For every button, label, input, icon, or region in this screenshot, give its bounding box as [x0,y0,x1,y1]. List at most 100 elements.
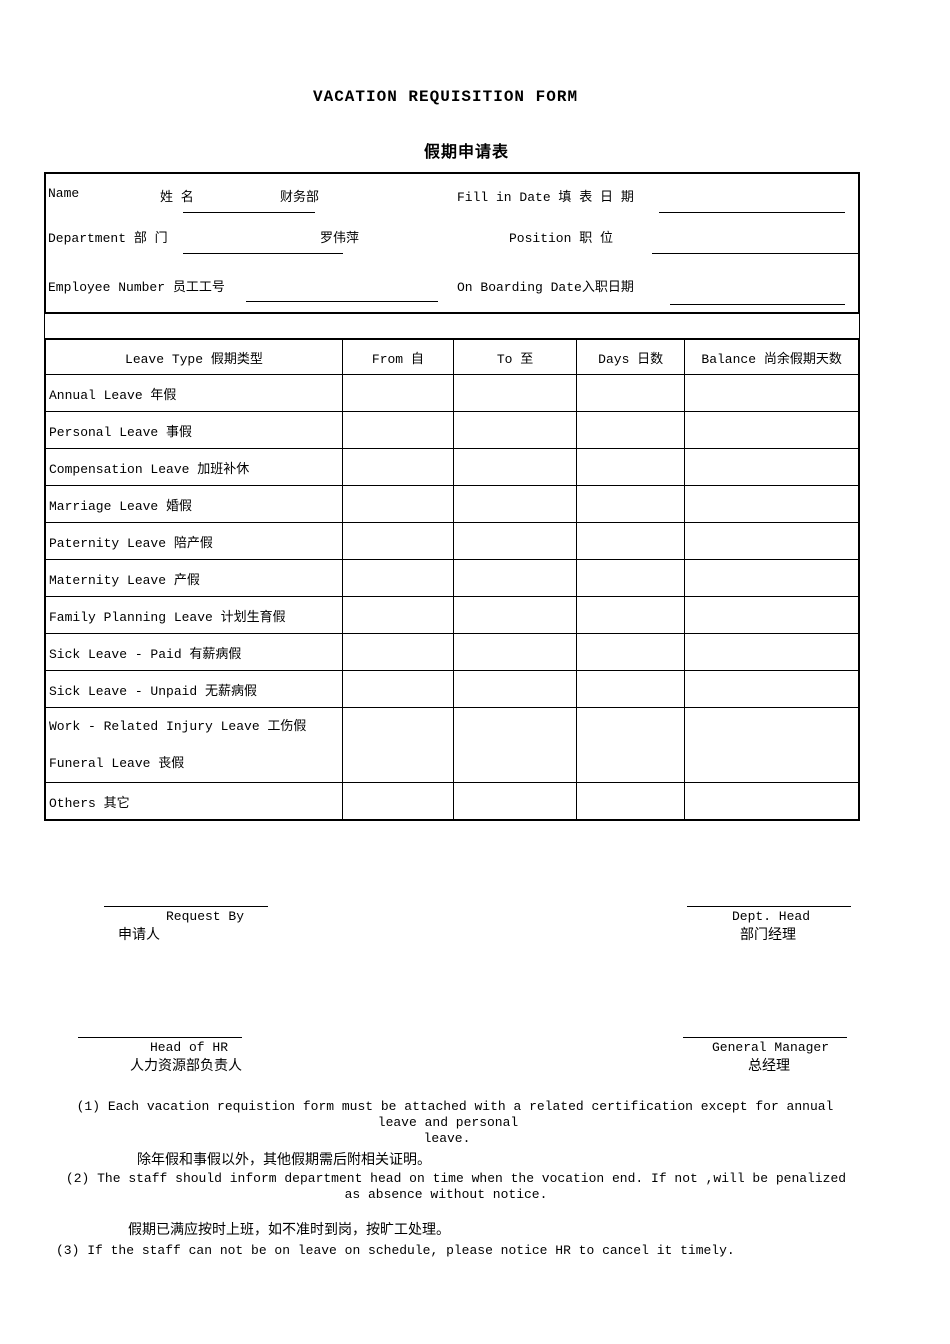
leave-type-cell: Maternity Leave 产假 [44,559,343,597]
note-2-line-2: as absence without notice. [344,1187,548,1202]
to-cell[interactable] [452,596,578,634]
dept-head-signature-line[interactable] [687,906,851,907]
position-label: Position 职 位 [509,231,614,246]
leave-type-funeral: Funeral Leave 丧假 [49,756,185,771]
from-cell[interactable] [341,522,454,560]
request-signature-line[interactable] [104,906,268,907]
to-cell[interactable] [452,707,578,783]
from-cell[interactable] [341,374,454,412]
note-3: (3) If the staff can not be on leave on … [56,1243,735,1258]
leave-table: Leave Type 假期类型 From 自 To 至 Days 日数 Bala… [44,338,860,821]
header-to: To 至 [452,338,578,375]
hr-head-label-cn: 人力资源部负责人 [130,1059,242,1075]
table-header-row: Leave Type 假期类型 From 自 To 至 Days 日数 Bala… [44,338,860,375]
note-1-line-2: leave and personal [377,1115,519,1130]
gm-label: General Manager [712,1040,830,1055]
fill-date-field[interactable] [659,212,845,213]
days-cell[interactable] [576,596,686,634]
to-cell[interactable] [452,411,578,449]
balance-cell[interactable] [684,670,860,708]
days-cell[interactable] [576,374,686,412]
form-title-cn: 假期申请表 [424,144,510,162]
leave-type-cell: Personal Leave 事假 [44,411,343,449]
balance-cell[interactable] [684,374,860,412]
days-cell[interactable] [576,411,686,449]
name-label-cn: 姓 名 [160,190,194,205]
table-row: Sick Leave - Paid 有薪病假 [44,633,860,671]
days-cell[interactable] [576,670,686,708]
from-cell[interactable] [341,707,454,783]
leave-type-cell: Paternity Leave 陪产假 [44,522,343,560]
leave-type-cell: Compensation Leave 加班补休 [44,448,343,486]
to-cell[interactable] [452,448,578,486]
days-cell[interactable] [576,707,686,783]
balance-cell[interactable] [684,707,860,783]
gm-label-cn: 总经理 [748,1059,790,1075]
hr-signature-line[interactable] [78,1037,242,1038]
form-title-en: VACATION REQUISITION FORM [313,88,579,106]
table-row: Marriage Leave 婚假 [44,485,860,523]
from-cell[interactable] [341,670,454,708]
to-cell[interactable] [452,374,578,412]
balance-cell[interactable] [684,633,860,671]
table-row: Maternity Leave 产假 [44,559,860,597]
balance-cell[interactable] [684,448,860,486]
note-1-cn: 除年假和事假以外，其他假期需后附相关证明。 [137,1153,431,1169]
leave-type-others: Others 其它 [44,782,343,821]
header-balance: Balance 尚余假期天数 [684,338,860,375]
to-cell[interactable] [452,485,578,523]
to-cell[interactable] [452,633,578,671]
to-cell[interactable] [452,559,578,597]
header-leave-type: Leave Type 假期类型 [44,338,343,375]
employee-number-field[interactable] [246,301,438,302]
to-cell[interactable] [452,782,578,821]
name-value[interactable]: 财务部 [280,190,320,205]
balance-cell[interactable] [684,485,860,523]
days-cell[interactable] [576,782,686,821]
table-row: Work - Related Injury Leave 工伤假 Funeral L… [44,707,860,783]
from-cell[interactable] [341,596,454,634]
from-cell[interactable] [341,559,454,597]
from-cell[interactable] [341,485,454,523]
request-by-label: Request By [166,909,245,924]
note-2-line-1: (2) The staff should inform department h… [65,1171,847,1186]
days-cell[interactable] [576,448,686,486]
balance-cell[interactable] [684,522,860,560]
table-row: Annual Leave 年假 [44,374,860,412]
days-cell[interactable] [576,633,686,671]
balance-cell[interactable] [684,559,860,597]
balance-cell[interactable] [684,596,860,634]
onboarding-date-field[interactable] [670,304,845,305]
gm-signature-line[interactable] [683,1037,847,1038]
dept-head-label: Dept. Head [732,909,811,924]
from-cell[interactable] [341,411,454,449]
from-cell[interactable] [341,782,454,821]
note-1-line-3: leave. [423,1131,471,1146]
info-box [44,172,860,314]
from-cell[interactable] [341,633,454,671]
note-1-line-1: (1) Each vacation requistion form must b… [76,1099,834,1114]
name-underline [183,212,315,213]
header-from: From 自 [341,338,454,375]
table-row: Personal Leave 事假 [44,411,860,449]
leave-type-cell: Work - Related Injury Leave 工伤假 Funeral L… [44,707,343,783]
request-by-label-cn: 申请人 [118,928,160,944]
balance-cell[interactable] [684,411,860,449]
table-row: Compensation Leave 加班补休 [44,448,860,486]
to-cell[interactable] [452,522,578,560]
table-row: Paternity Leave 陪产假 [44,522,860,560]
to-cell[interactable] [452,670,578,708]
table-row: Others 其它 [44,782,860,821]
from-cell[interactable] [341,448,454,486]
department-label: Department 部 门 [48,231,168,246]
balance-cell[interactable] [684,782,860,821]
dept-head-label-cn: 部门经理 [740,928,796,944]
leave-type-work-injury: Work - Related Injury Leave 工伤假 [49,719,307,734]
department-value[interactable]: 罗伟萍 [320,231,360,246]
days-cell[interactable] [576,559,686,597]
days-cell[interactable] [576,485,686,523]
position-field[interactable] [652,253,858,254]
days-cell[interactable] [576,522,686,560]
leave-type-cell: Sick Leave - Unpaid 无薪病假 [44,670,343,708]
